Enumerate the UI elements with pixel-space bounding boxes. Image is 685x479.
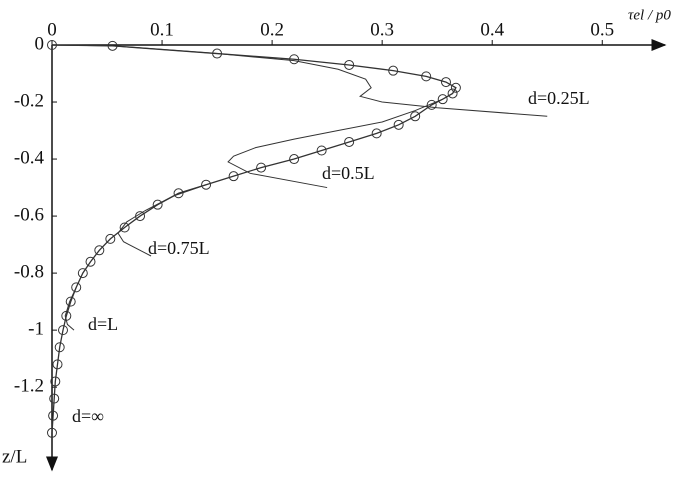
data-point bbox=[48, 410, 59, 421]
data-point bbox=[447, 88, 458, 99]
data-point bbox=[440, 77, 451, 88]
data-point bbox=[47, 427, 57, 438]
series-line bbox=[51, 44, 548, 117]
data-point bbox=[437, 94, 448, 105]
data-point bbox=[50, 376, 61, 387]
data-point bbox=[228, 171, 239, 182]
data-point bbox=[393, 119, 404, 130]
data-point bbox=[316, 145, 327, 156]
x-tick-label: 0.4 bbox=[480, 19, 504, 40]
data-point bbox=[410, 111, 421, 122]
y-tick-label: -1.2 bbox=[14, 376, 44, 397]
x-tick-label: 0.3 bbox=[370, 19, 394, 40]
x-tick-label: 0 bbox=[47, 19, 57, 40]
data-point bbox=[388, 65, 399, 76]
data-point bbox=[450, 82, 461, 93]
data-point bbox=[94, 245, 105, 256]
x-tick-label: 0.5 bbox=[590, 19, 614, 40]
data-point bbox=[54, 342, 65, 353]
y-tick-label: -1 bbox=[28, 318, 44, 339]
x-tick-label: 0.2 bbox=[260, 19, 284, 40]
series-label: d=∞ bbox=[72, 406, 104, 426]
data-point bbox=[344, 59, 355, 70]
data-point bbox=[371, 128, 382, 139]
y-tick-label: -0.4 bbox=[14, 147, 45, 168]
data-point bbox=[119, 222, 130, 233]
y-tick-label: 0 bbox=[35, 33, 45, 54]
series-line bbox=[117, 184, 207, 257]
data-point bbox=[65, 296, 76, 307]
data-point bbox=[426, 99, 437, 110]
series-label: d=L bbox=[88, 314, 118, 334]
y-tick-label: -0.8 bbox=[14, 261, 44, 282]
data-point bbox=[201, 179, 212, 190]
y-tick-label: -0.2 bbox=[14, 90, 44, 111]
data-point bbox=[85, 256, 96, 267]
data-point bbox=[49, 393, 60, 404]
series-line bbox=[64, 287, 77, 331]
y-axis-label: z/L bbox=[2, 446, 27, 467]
data-point bbox=[173, 188, 184, 199]
x-axis-label: τel / p0 bbox=[628, 7, 671, 23]
data-point bbox=[58, 325, 69, 336]
data-point bbox=[77, 268, 88, 279]
data-point bbox=[152, 199, 163, 210]
data-point bbox=[71, 282, 82, 293]
data-point bbox=[344, 136, 355, 147]
series-label: d=0.75L bbox=[148, 238, 210, 258]
x-tick-label: 0.1 bbox=[150, 19, 174, 40]
data-point bbox=[52, 359, 63, 370]
data-point bbox=[105, 233, 116, 244]
series-label: d=0.5L bbox=[322, 163, 375, 183]
data-point bbox=[421, 71, 432, 82]
data-point bbox=[289, 154, 300, 165]
data-point bbox=[256, 162, 267, 173]
data-point bbox=[289, 54, 300, 65]
series-line bbox=[227, 98, 443, 189]
series-label: d=0.25L bbox=[528, 88, 590, 108]
y-tick-label: -0.6 bbox=[14, 204, 44, 225]
